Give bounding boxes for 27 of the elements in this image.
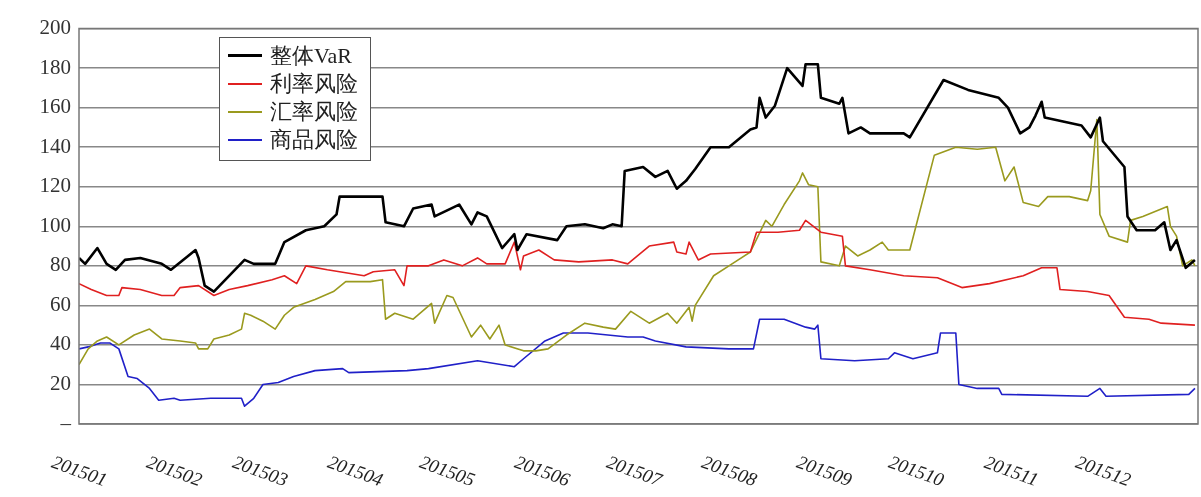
y-tick-label: 180 bbox=[39, 54, 71, 79]
x-tick-label: 201507 bbox=[604, 450, 667, 491]
x-tick-label: 201504 bbox=[325, 450, 387, 491]
legend-label: 利率风险 bbox=[270, 69, 358, 98]
y-tick-label: 100 bbox=[39, 212, 71, 237]
x-tick-label: 201511 bbox=[981, 451, 1042, 490]
x-tick-label: 201501 bbox=[49, 450, 110, 491]
x-tick-label: 201509 bbox=[794, 450, 856, 491]
y-tick-label: 60 bbox=[50, 291, 71, 316]
x-tick-label: 201512 bbox=[1073, 450, 1135, 491]
y-tick-label: 160 bbox=[39, 94, 71, 119]
y-tick-label: 200 bbox=[39, 15, 71, 40]
y-tick-label: 80 bbox=[50, 252, 71, 277]
x-tick-label: 201505 bbox=[417, 450, 478, 491]
x-tick-label: 201506 bbox=[512, 450, 574, 491]
x-tick-label: 201508 bbox=[699, 450, 761, 491]
legend-label: 整体VaR bbox=[270, 41, 352, 70]
y-tick-label: – bbox=[59, 410, 72, 435]
legend-label: 汇率风险 bbox=[270, 97, 358, 126]
x-tick-label: 201510 bbox=[886, 450, 948, 491]
y-tick-label: 140 bbox=[39, 133, 71, 158]
legend-label: 商品风险 bbox=[270, 125, 358, 154]
y-tick-label: 120 bbox=[39, 173, 71, 198]
x-tick-label: 201503 bbox=[230, 450, 291, 491]
x-tick-label: 201502 bbox=[144, 450, 206, 491]
y-tick-label: 40 bbox=[50, 331, 71, 356]
y-tick-label: 20 bbox=[50, 370, 71, 395]
